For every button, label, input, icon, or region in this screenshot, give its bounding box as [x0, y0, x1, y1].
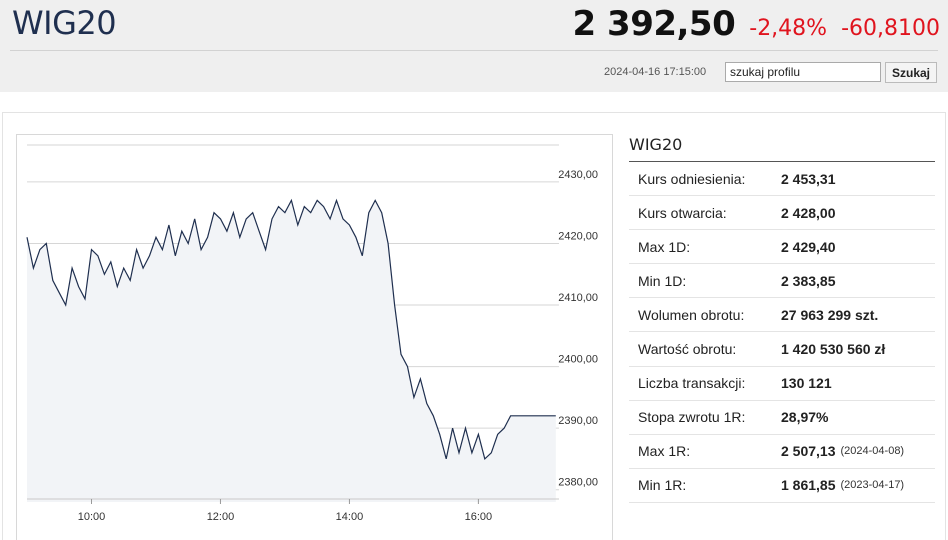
stat-value: 2 507,13	[781, 443, 836, 460]
y-tick-label: 2380,00	[558, 477, 598, 489]
stat-label: Kurs otwarcia:	[638, 204, 727, 221]
stat-row: Min 1R: 1 861,85 (2023-04-17)	[629, 469, 935, 503]
stat-row: Stopa zwrotu 1R: 28,97%	[629, 401, 935, 435]
y-tick-label: 2430,00	[558, 169, 598, 181]
stat-row: Max 1D: 2 429,40	[629, 230, 935, 265]
quote-header: WIG20 2 392,50 -2,48% -60,8100 2024-04-1…	[0, 0, 948, 92]
quote-timestamp: 2024-04-16 17:15:00	[604, 66, 707, 78]
y-tick-label: 2400,00	[558, 354, 598, 366]
stat-date: (2024-04-08)	[840, 445, 905, 458]
x-tick-label: 16:00	[465, 511, 493, 523]
stat-label: Wolumen obrotu:	[638, 306, 745, 323]
stat-row: Wartość obrotu: 1 420 530 560 zł	[629, 332, 935, 367]
change-absolute: -60,8100	[841, 16, 940, 41]
stat-label: Kurs odniesienia:	[638, 170, 746, 187]
series-line	[26, 198, 556, 461]
series-area	[27, 200, 556, 502]
stat-label: Max 1R:	[638, 443, 691, 460]
stat-label: Min 1R:	[638, 477, 687, 494]
y-tick-label: 2410,00	[558, 292, 598, 304]
stats-table: Kurs odniesienia: 2 453,31 Kurs otwarcia: 2…	[629, 162, 935, 503]
stat-value: 2 453,31	[781, 170, 836, 187]
stat-label: Min 1D:	[638, 272, 687, 289]
last-price: 2 392,50	[572, 4, 736, 44]
quote-summary: 2 392,50 -2,48% -60,8100	[573, 4, 940, 44]
stat-row: Liczba transakcji: 130 121	[629, 367, 935, 401]
x-tick-label: 12:00	[207, 511, 235, 523]
stats-panel: WIG20 Kurs odniesienia: 2 453,31 Kurs otwa…	[629, 134, 935, 503]
stat-value: 1 420 530 560 zł	[781, 341, 886, 358]
stat-label: Wartość obrotu:	[638, 341, 737, 358]
stat-date: (2023-04-17)	[840, 479, 905, 492]
index-symbol: WIG20	[12, 4, 117, 42]
stat-row: Wolumen obrotu: 27 963 299 szt.	[629, 298, 935, 333]
stat-value: 2 429,40	[781, 238, 836, 255]
y-tick-label: 2390,00	[558, 415, 598, 427]
stat-value: 28,97%	[781, 409, 829, 426]
change-percent: -2,48%	[749, 16, 828, 41]
stat-label: Stopa zwrotu 1R:	[638, 409, 746, 426]
y-tick-label: 2420,00	[558, 230, 598, 242]
profile-search-input[interactable]	[725, 62, 881, 82]
stat-label: Max 1D:	[638, 238, 691, 255]
x-tick-label: 10:00	[78, 511, 106, 523]
stat-value: 27 963 299 szt.	[781, 306, 879, 323]
stat-row: Min 1D: 2 383,85	[629, 264, 935, 299]
chart-svg: 2380,00 2390,00 2400,00 2410,00 2420,00 2430,…	[26, 144, 598, 523]
stat-value: 130 121	[781, 375, 832, 392]
stat-value: 2 428,00	[781, 204, 836, 221]
stat-value: 2 383,85	[781, 272, 836, 289]
header-divider	[10, 50, 938, 51]
stat-row: Kurs otwarcia: 2 428,00	[629, 196, 935, 231]
stat-value: 1 861,85	[781, 477, 836, 494]
stat-row: Kurs odniesienia: 2 453,31	[629, 162, 935, 197]
stats-title: WIG20	[629, 134, 935, 162]
stat-label: Liczba transakcji:	[638, 375, 746, 392]
x-tick-label: 14:00	[336, 511, 364, 523]
search-button[interactable]: Szukaj	[885, 62, 937, 83]
intraday-chart: 2380,00 2390,00 2400,00 2410,00 2420,00 2430,…	[16, 134, 613, 540]
stat-row: Max 1R: 2 507,13 (2024-04-08)	[629, 435, 935, 469]
